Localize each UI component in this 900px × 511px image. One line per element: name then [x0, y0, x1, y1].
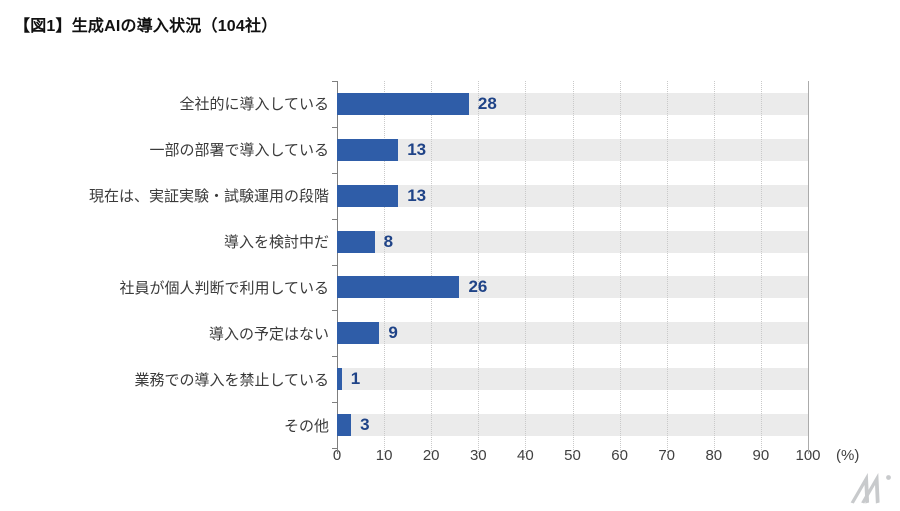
bar	[337, 184, 399, 207]
row-band: 8	[337, 230, 808, 253]
x-tick-label: 80	[705, 447, 723, 464]
bar	[337, 276, 460, 299]
chart-row: その他 3	[0, 402, 808, 448]
chart-row: 業務での導入を禁止している 1	[0, 356, 808, 402]
row-band: 9	[337, 322, 808, 345]
bar-value-label: 1	[350, 369, 361, 389]
x-tick-label: 70	[658, 447, 676, 464]
category-label: その他	[283, 417, 329, 435]
x-tick-label: 60	[611, 447, 628, 464]
bar-value-label: 9	[388, 323, 398, 343]
bar-value-label: 26	[468, 277, 488, 297]
x-tick-label: 40	[517, 447, 534, 464]
chart-row: 導入を検討中だ 8	[0, 219, 808, 265]
bar-value-label: 28	[477, 93, 497, 113]
row-band: 26	[337, 276, 808, 299]
row-band: 3	[337, 414, 808, 437]
category-label: 業務での導入を禁止している	[134, 371, 329, 389]
gridline	[808, 81, 809, 454]
bar-value-label: 13	[407, 185, 427, 205]
bar-value-label: 13	[407, 139, 427, 159]
chart-row: 一部の部署で導入している 13	[0, 127, 808, 173]
x-tick-label: 100	[795, 447, 821, 464]
category-label: 一部の部署で導入している	[149, 142, 329, 160]
bar-value-label: 3	[360, 415, 370, 435]
chart-row: 社員が個人判断で利用している 26	[0, 265, 808, 311]
chart-row: 全社的に導入している 28	[0, 81, 808, 127]
chart-title: 【図1】生成AIの導入状況（104社）	[14, 18, 278, 35]
bar	[337, 368, 342, 391]
row-band: 1	[337, 368, 808, 391]
category-label: 全社的に導入している	[179, 96, 329, 114]
category-label: 導入を検討中だ	[223, 234, 329, 252]
x-tick-label: 30	[469, 447, 487, 464]
chart-rows: 全社的に導入している 28 一部の部署で導入している 13 現在は、実証実験・試験運用の…	[0, 81, 808, 448]
bar	[337, 138, 399, 161]
bar	[337, 414, 352, 437]
x-axis: 0 10 20 30 40 50 60 70 80 90 100	[333, 447, 821, 467]
x-tick-label: 50	[564, 447, 581, 464]
row-band: 13	[337, 184, 808, 207]
bar	[337, 92, 469, 115]
bar-value-label: 8	[383, 231, 394, 251]
category-label: 社員が個人判断で利用している	[119, 279, 329, 297]
chart-row: 導入の予定はない 9	[0, 310, 808, 356]
chart-row: 現在は、実証実験・試験運用の段階 13	[0, 173, 808, 219]
x-tick-label: 10	[375, 447, 393, 464]
x-axis-unit-label: (%)	[836, 447, 860, 464]
mi-watermark-logo	[850, 473, 891, 504]
x-tick-label: 90	[752, 447, 770, 464]
category-label: 導入の予定はない	[208, 325, 329, 343]
x-tick-label: 20	[422, 447, 440, 464]
x-tick-label: 0	[332, 447, 342, 464]
row-band: 28	[337, 92, 808, 115]
bar	[337, 230, 375, 253]
bar	[337, 322, 380, 345]
category-label: 現在は、実証実験・試験運用の段階	[88, 188, 329, 206]
row-band: 13	[337, 138, 808, 161]
